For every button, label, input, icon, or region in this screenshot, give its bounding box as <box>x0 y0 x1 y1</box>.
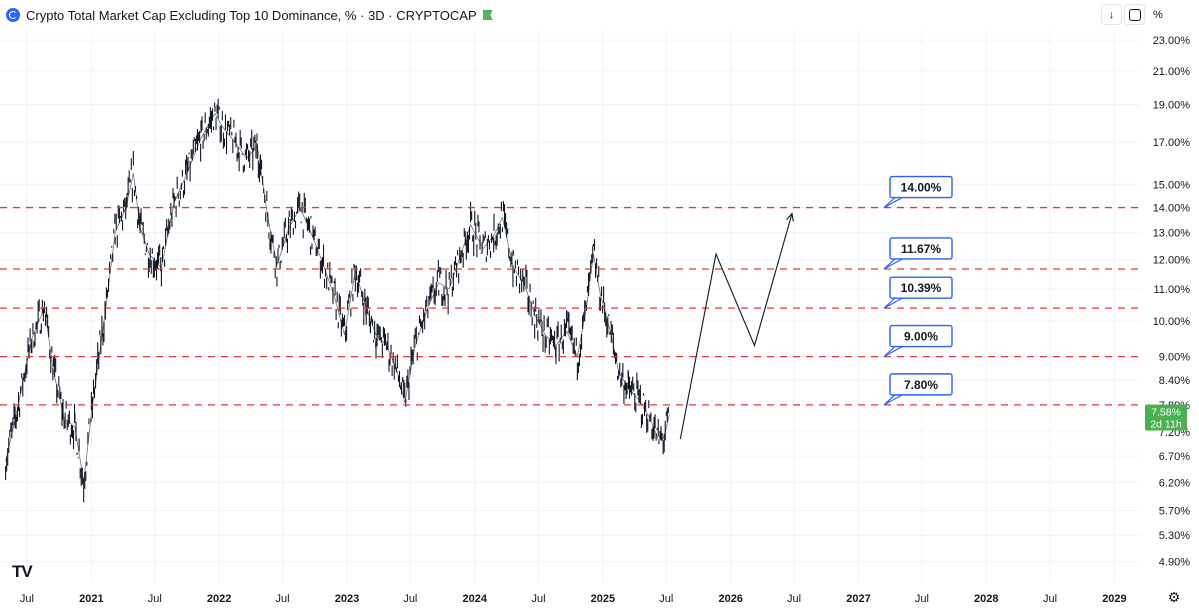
chart-title: Crypto Total Market Cap Excluding Top 10… <box>26 7 477 23</box>
level-label-box <box>889 373 953 396</box>
y-tick-label: 15.00% <box>1153 179 1191 191</box>
y-tick-label: 8.40% <box>1159 375 1190 387</box>
projection-arrowhead <box>786 212 794 222</box>
level-label-box <box>889 237 953 260</box>
y-tick-label: 4.90% <box>1159 557 1190 569</box>
x-tick-label: Jul <box>20 593 34 605</box>
y-tick-label: 5.70% <box>1159 506 1190 518</box>
x-tick-label: 2022 <box>207 593 231 605</box>
y-tick-label: 9.00% <box>1159 352 1190 364</box>
level-label: 10.39% <box>901 281 942 295</box>
y-tick-label: 21.00% <box>1153 66 1191 78</box>
y-tick-label: 10.00% <box>1153 316 1191 328</box>
y-tick-label: 12.00% <box>1153 255 1191 267</box>
y-tick-label: 6.70% <box>1159 451 1190 463</box>
cryptocap-logo-icon <box>6 8 20 22</box>
x-tick-label: 2023 <box>335 593 359 605</box>
x-tick-label: Jul <box>403 593 417 605</box>
download-button[interactable]: ↓ <box>1101 4 1122 25</box>
x-tick-label: 2027 <box>846 593 870 605</box>
level-label: 9.00% <box>904 330 938 344</box>
y-tick-label: 23.00% <box>1153 35 1191 47</box>
y-tick-label: 17.00% <box>1153 137 1191 149</box>
x-tick-label: Jul <box>915 593 929 605</box>
download-icon: ↓ <box>1108 8 1115 21</box>
level-label: 11.67% <box>901 242 941 256</box>
y-tick-label: 14.00% <box>1153 203 1191 215</box>
percent-scale-button[interactable]: % <box>1147 4 1191 25</box>
x-tick-label: 2026 <box>718 593 742 605</box>
y-tick-label: 5.30% <box>1159 530 1190 542</box>
flag-icon[interactable] <box>482 10 493 20</box>
x-tick-label: Jul <box>276 593 290 605</box>
x-tick-label: 2028 <box>974 593 998 605</box>
percent-scale-label: % <box>1153 8 1163 21</box>
x-tick-label: Jul <box>659 593 673 605</box>
x-tick-label: 2029 <box>1102 593 1126 605</box>
price-line <box>5 112 670 483</box>
sync-button[interactable] <box>1124 4 1145 25</box>
sync-icon <box>1128 8 1141 21</box>
x-tick-label: Jul <box>148 593 162 605</box>
x-tick-label: Jul <box>787 593 801 605</box>
level-label-box <box>889 324 953 348</box>
level-label-box <box>889 276 953 299</box>
y-tick-label: 11.00% <box>1154 284 1191 296</box>
level-label-box <box>889 175 953 199</box>
y-tick-label: 13.00% <box>1153 228 1191 240</box>
y-tick-label: 6.20% <box>1159 477 1190 489</box>
x-tick-label: Jul <box>1043 593 1057 605</box>
bar-countdown-label: 2d 11h <box>1150 419 1181 431</box>
level-label: 14.00% <box>901 181 942 195</box>
y-tick-label: 19.00% <box>1153 100 1191 112</box>
gear-icon[interactable]: ⚙ <box>1167 589 1181 605</box>
x-tick-label: 2021 <box>79 593 103 605</box>
current-price-label: 7.58% <box>1151 407 1181 419</box>
x-tick-label: 2025 <box>591 593 615 605</box>
level-label: 7.80% <box>904 378 938 392</box>
chart-header: Crypto Total Market Cap Excluding Top 10… <box>6 5 493 25</box>
x-tick-label: Jul <box>531 593 545 605</box>
projection-path <box>679 213 793 440</box>
tradingview-logo[interactable]: TV <box>12 562 33 581</box>
current-price-badge <box>1145 404 1187 431</box>
x-tick-label: 2024 <box>463 593 488 605</box>
